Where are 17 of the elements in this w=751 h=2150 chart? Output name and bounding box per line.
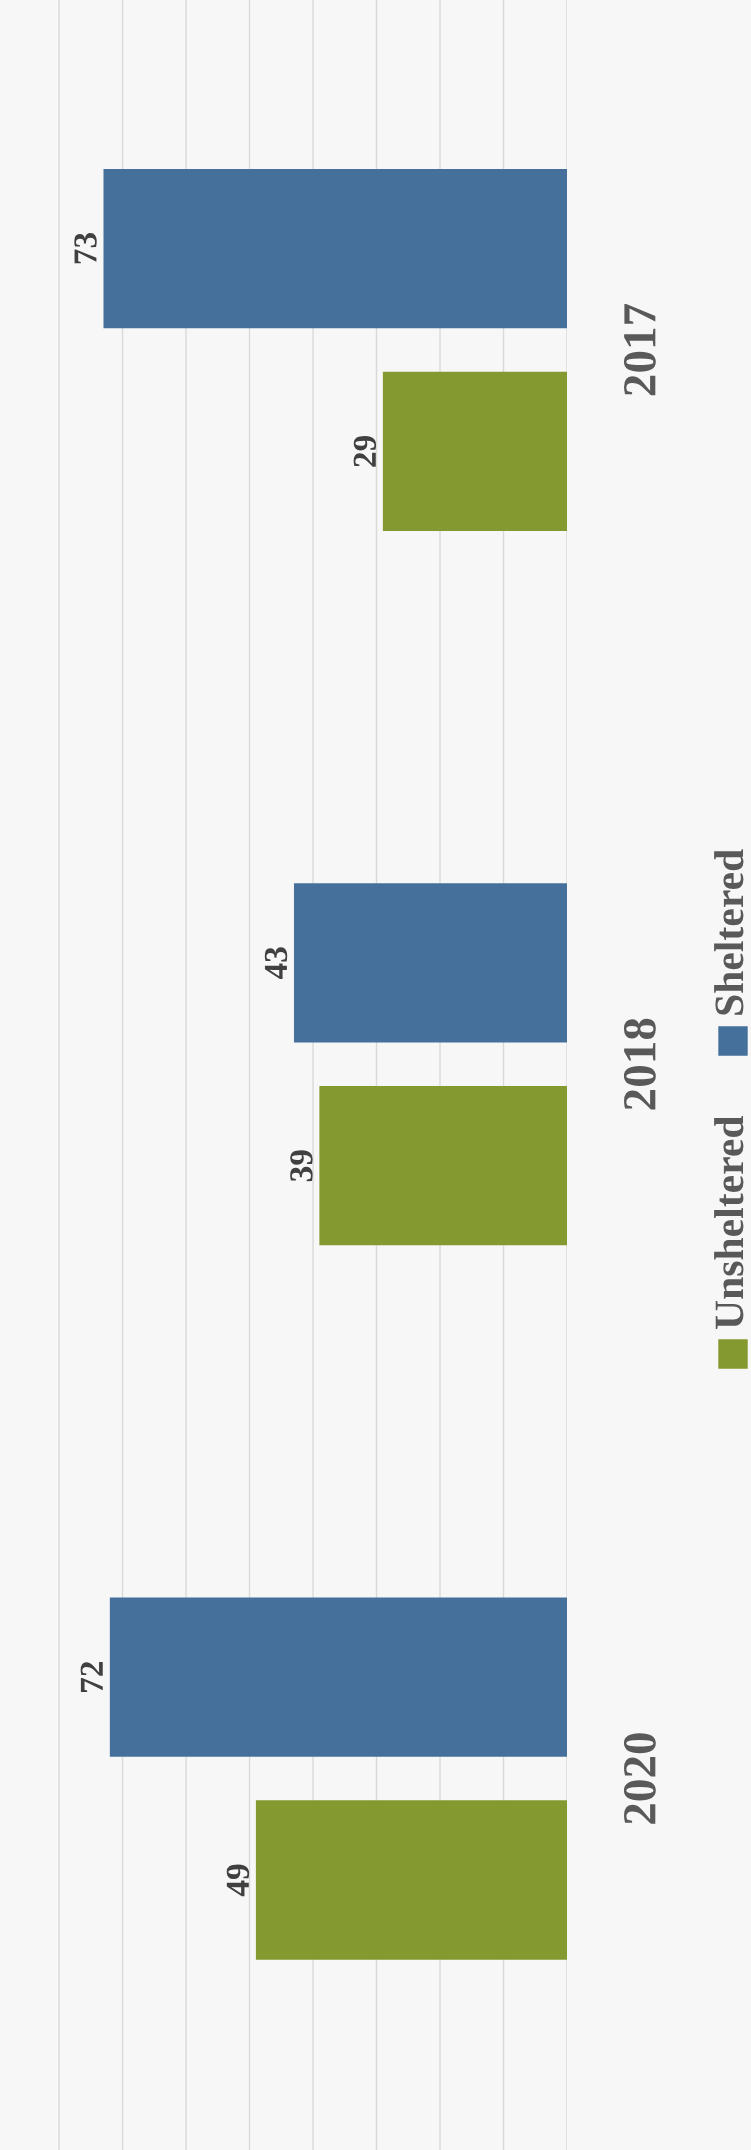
data-label: 49 [226,1864,250,1897]
bar [293,883,567,1043]
y-tick-label: 2020 [623,1733,656,1824]
bar [255,1800,567,1960]
y-tick-label: 2017 [623,303,656,396]
bar [319,1086,567,1246]
data-label: 43 [264,947,288,980]
data-label: 72 [80,1661,103,1692]
text: Unsheltered [714,1115,744,1329]
y-tick-label: 2018 [623,1018,656,1110]
bar [382,371,567,532]
bar [109,1597,567,1757]
data-label: 39 [290,1150,313,1182]
data-label: 29 [353,435,377,467]
data-label: 73 [74,233,97,264]
text: Sheltered [714,849,744,1015]
bar [103,168,567,329]
